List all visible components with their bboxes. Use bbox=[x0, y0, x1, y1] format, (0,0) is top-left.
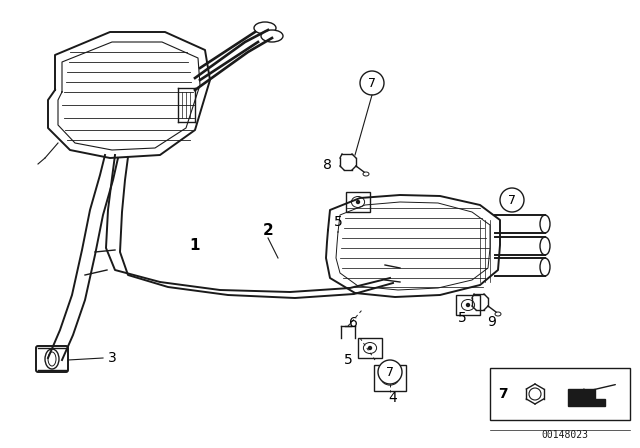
Circle shape bbox=[500, 188, 524, 212]
Ellipse shape bbox=[540, 258, 550, 276]
Text: 9: 9 bbox=[487, 315, 496, 329]
Ellipse shape bbox=[254, 22, 276, 34]
Circle shape bbox=[378, 360, 402, 384]
Text: 7: 7 bbox=[368, 77, 376, 90]
Circle shape bbox=[529, 388, 541, 400]
Ellipse shape bbox=[540, 237, 550, 255]
Circle shape bbox=[388, 376, 392, 379]
Text: 8: 8 bbox=[323, 158, 332, 172]
Polygon shape bbox=[568, 389, 605, 406]
Text: 2: 2 bbox=[262, 223, 273, 237]
Text: 5: 5 bbox=[458, 311, 467, 325]
Text: 6: 6 bbox=[349, 316, 357, 330]
Circle shape bbox=[356, 201, 360, 203]
Text: 7: 7 bbox=[508, 194, 516, 207]
Ellipse shape bbox=[540, 215, 550, 233]
Text: 5: 5 bbox=[333, 215, 342, 229]
Bar bbox=[490, 368, 630, 420]
Text: 00148023: 00148023 bbox=[541, 430, 589, 440]
Text: 5: 5 bbox=[344, 353, 353, 367]
Text: 7: 7 bbox=[386, 366, 394, 379]
Circle shape bbox=[360, 71, 384, 95]
Bar bbox=[374, 365, 406, 391]
Ellipse shape bbox=[261, 30, 283, 42]
Text: 3: 3 bbox=[108, 351, 116, 365]
Text: 4: 4 bbox=[388, 391, 397, 405]
Bar bbox=[456, 295, 480, 315]
Circle shape bbox=[369, 346, 371, 349]
Bar bbox=[358, 338, 382, 358]
Circle shape bbox=[467, 303, 470, 306]
Text: 7: 7 bbox=[498, 387, 508, 401]
Text: 1: 1 bbox=[189, 237, 200, 253]
Bar bbox=[346, 192, 370, 212]
